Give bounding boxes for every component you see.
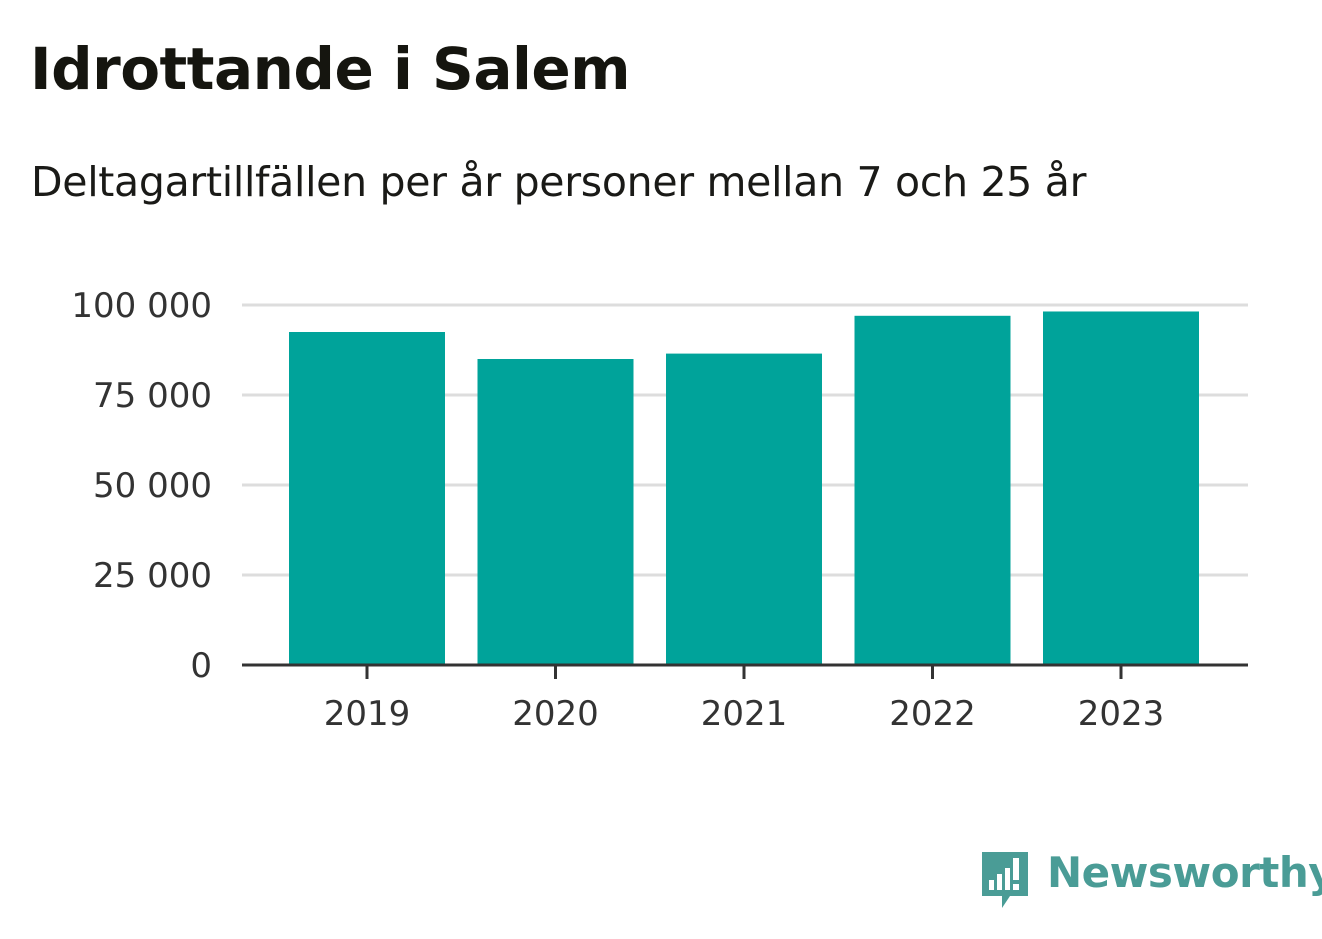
- y-tick-label-100000: 100 000: [71, 286, 212, 326]
- x-tick-label-2023: 2023: [1078, 694, 1165, 734]
- bar-2022: [854, 315, 1011, 665]
- bar-2020: [477, 359, 634, 665]
- chart-title: Idrottande i Salem: [30, 35, 631, 103]
- y-tick-label-75000: 75 000: [93, 376, 212, 416]
- y-tick-label-50000: 50 000: [93, 466, 212, 506]
- x-tick-label-2021: 2021: [701, 694, 788, 734]
- x-axis-tick-labels: 2019 2020 2021 2022 2023: [324, 694, 1165, 734]
- chart-subtitle: Deltagartillfällen per år personer mella…: [31, 158, 1087, 206]
- y-tick-label-25000: 25 000: [93, 556, 212, 596]
- x-tick-label-2022: 2022: [889, 694, 976, 734]
- newsworthy-logo-icon: [982, 852, 1028, 908]
- brand-name: Newsworthy: [1047, 848, 1322, 897]
- x-tick-label-2019: 2019: [324, 694, 411, 734]
- y-axis-tick-labels: 0 25 000 50 000 75 000 100 000: [71, 286, 212, 686]
- bar-2019: [289, 332, 445, 665]
- bars: [289, 311, 1199, 665]
- brand-logo: Newsworthy: [980, 848, 1322, 912]
- x-tick-label-2020: 2020: [512, 694, 599, 734]
- bar-2023: [1043, 311, 1199, 665]
- y-tick-label-0: 0: [190, 646, 212, 686]
- x-axis: [242, 663, 1248, 679]
- bar-2021: [666, 353, 822, 665]
